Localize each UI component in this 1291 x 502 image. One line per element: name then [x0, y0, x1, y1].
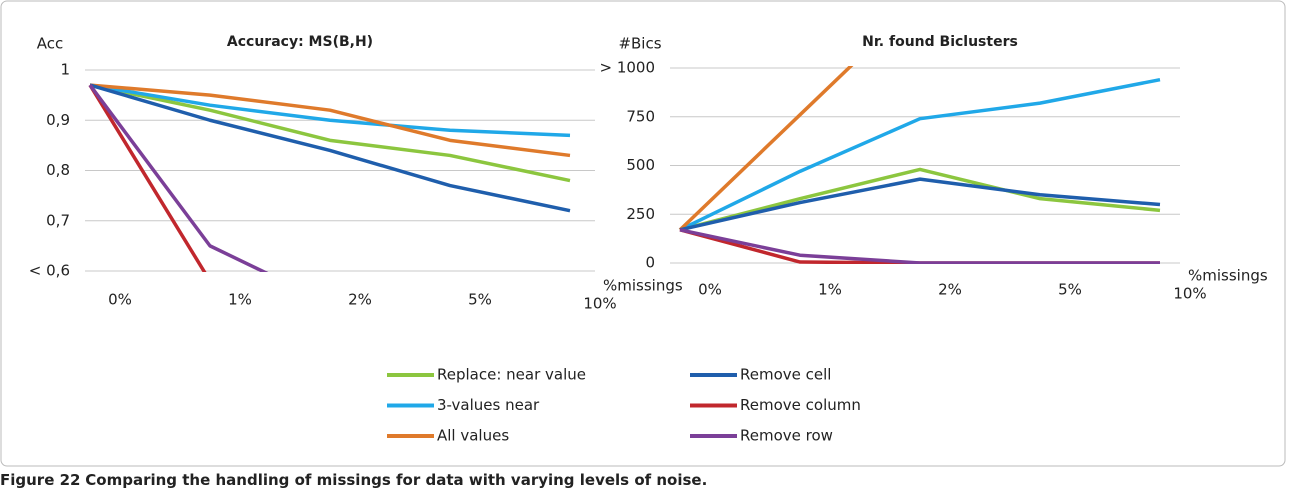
legend-label: Remove cell: [740, 366, 831, 384]
caption-label: Figure 22: [0, 471, 80, 489]
x-tick-label: 1%: [228, 291, 252, 309]
y-axis-label: Acc: [37, 35, 64, 53]
caption-text: Comparing the handling of missings for d…: [85, 471, 707, 489]
x-axis-label: %missings: [603, 277, 683, 295]
x-tick-label: 0%: [108, 291, 132, 309]
series-line: [89, 83, 571, 158]
legend-label: All values: [437, 427, 509, 445]
series-line: [88, 84, 269, 272]
y-tick-label: 0,8: [46, 161, 70, 179]
series-line: [88, 84, 207, 272]
series-line: [678, 66, 854, 232]
series-line: [89, 83, 571, 183]
chart-title: Nr. found Biclusters: [862, 34, 1018, 50]
x-tick-label: 5%: [1058, 281, 1082, 299]
legend-label: Remove column: [740, 396, 861, 414]
x-tick-label: 5%: [468, 291, 492, 309]
plot-lines: [678, 66, 1161, 264]
y-tick-label: 250: [626, 205, 655, 223]
x-tick-label: 1%: [818, 281, 842, 299]
x-axis-label: %missings: [1188, 267, 1268, 285]
caption: Figure 22 Comparing the handling of miss…: [0, 471, 707, 489]
x-tick-label: 10%: [1173, 285, 1206, 303]
legend-label: Remove row: [740, 427, 833, 445]
x-tick-label: 10%: [583, 295, 616, 313]
x-tick-label: 0%: [698, 281, 722, 299]
y-tick-label: 0: [645, 254, 655, 272]
y-tick-label: 500: [626, 156, 655, 174]
y-tick-label: > 1000: [599, 59, 655, 77]
y-tick-label: 750: [626, 107, 655, 125]
series-line: [89, 83, 571, 213]
series-line: [679, 77, 1161, 232]
y-axis-label: #Bics: [618, 35, 661, 53]
legend-label: 3-values near: [437, 396, 540, 414]
y-tick-label: 0,9: [46, 111, 70, 129]
plot-lines: [88, 83, 571, 272]
series-line: [89, 83, 571, 138]
chart-title: Accuracy: MS(B,H): [227, 34, 373, 50]
series-line: [679, 177, 1161, 232]
y-tick-label: < 0,6: [29, 262, 70, 280]
series-line: [679, 167, 1161, 232]
series-line: [679, 228, 1160, 264]
figure-frame: [0, 0, 1286, 467]
x-tick-label: 2%: [348, 291, 372, 309]
x-tick-label: 2%: [938, 281, 962, 299]
y-tick-label: 1: [60, 61, 70, 79]
y-tick-label: 0,7: [46, 211, 70, 229]
legend-label: Replace: near value: [437, 366, 586, 384]
